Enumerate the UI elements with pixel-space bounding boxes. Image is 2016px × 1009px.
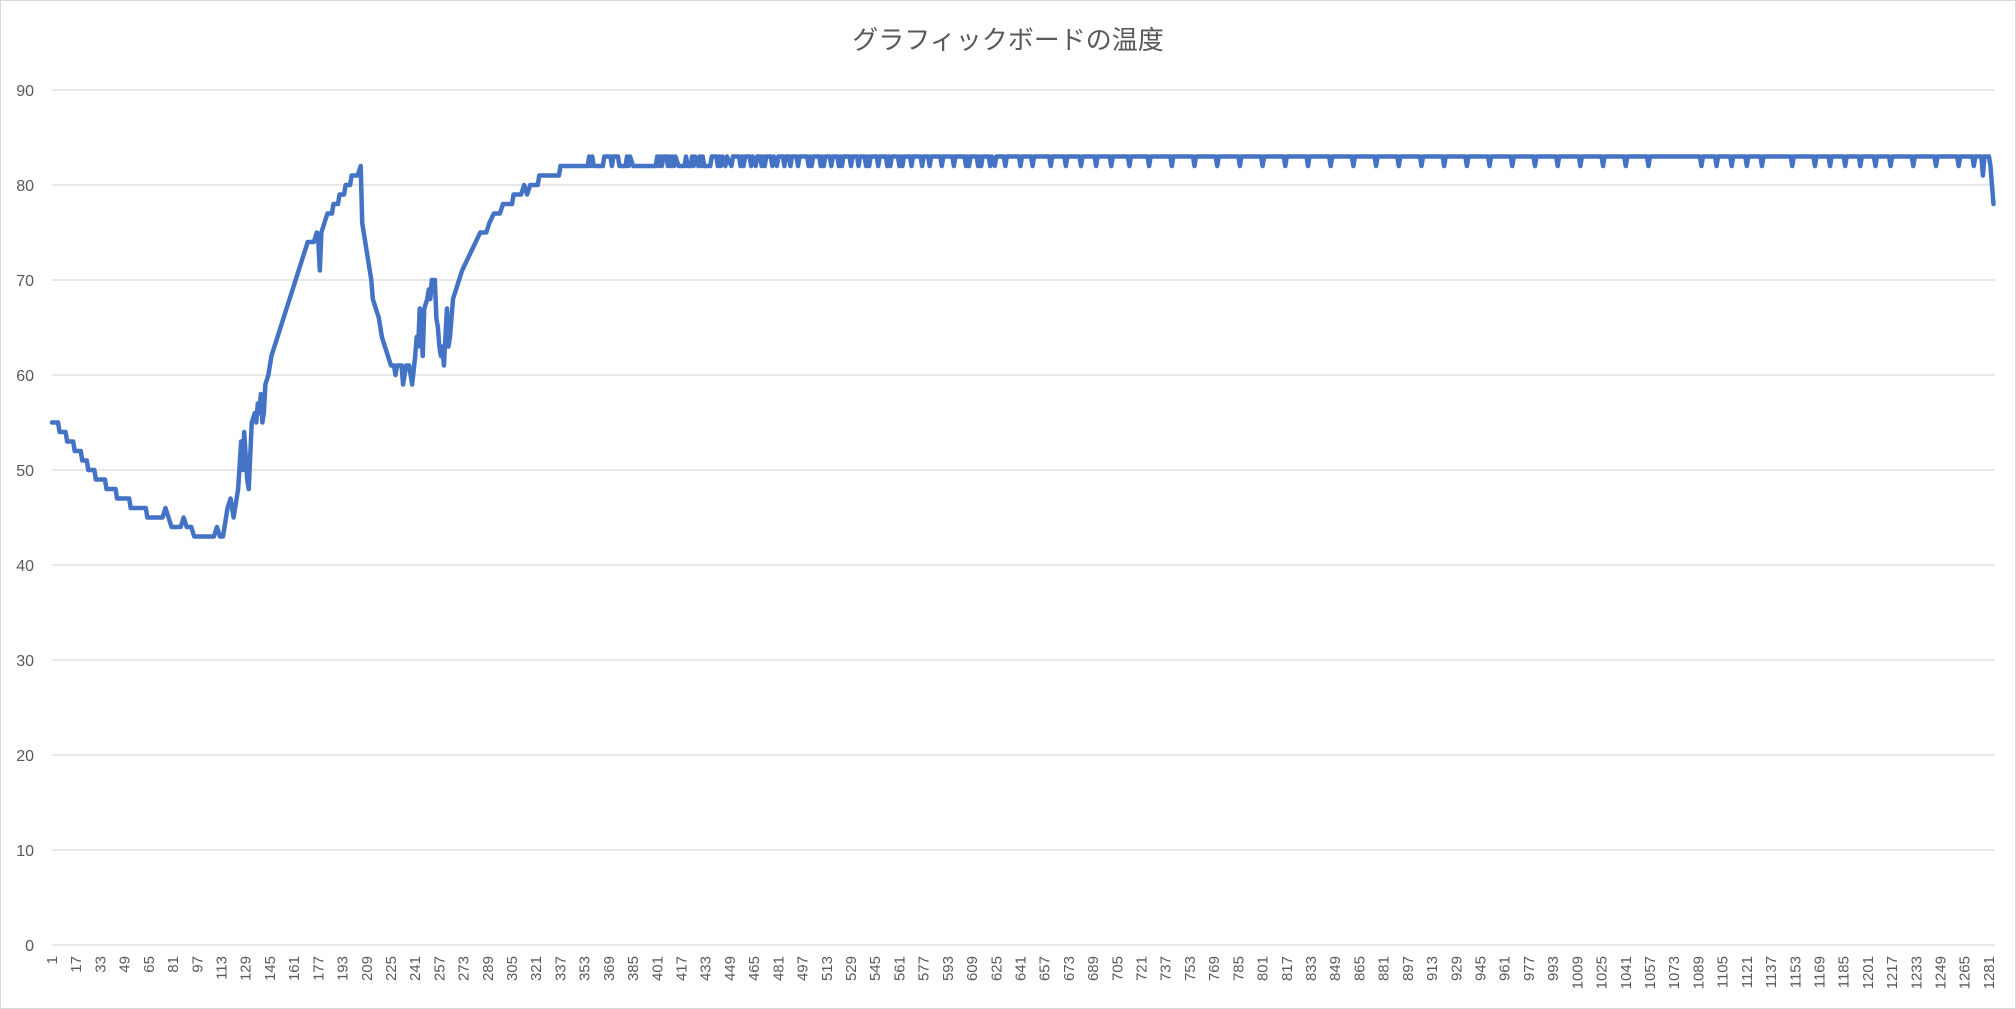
y-tick-label: 90	[16, 83, 34, 100]
x-tick-label: 961	[1497, 956, 1514, 981]
x-tick-label: 593	[940, 956, 957, 981]
x-tick-label: 289	[480, 956, 497, 981]
series-layer	[49, 154, 1996, 539]
x-tick-label: 449	[722, 956, 739, 981]
x-tick-label: 65	[141, 956, 158, 973]
x-tick-label: 817	[1279, 956, 1296, 981]
chart-title: グラフィックボードの温度	[852, 26, 1164, 56]
gridlines	[52, 89, 1995, 946]
x-tick-label: 1249	[1933, 956, 1950, 989]
x-tick-label: 193	[335, 956, 352, 981]
x-tick-label: 465	[746, 956, 763, 981]
x-tick-label: 737	[1158, 956, 1175, 981]
x-tick-label: 97	[189, 956, 206, 973]
x-tick-label: 1	[44, 956, 61, 964]
y-axis-ticks: 0 10 20 30 40 50 60 70 80 90	[16, 83, 34, 955]
x-tick-label: 1233	[1908, 956, 1925, 989]
x-tick-label: 161	[286, 956, 303, 981]
x-tick-label: 1105	[1715, 956, 1732, 988]
x-tick-label: 801	[1255, 956, 1272, 981]
x-tick-label: 481	[770, 956, 787, 981]
x-tick-label: 129	[238, 956, 255, 981]
x-tick-label: 545	[867, 956, 884, 981]
x-tick-label: 497	[795, 956, 812, 981]
x-tick-label: 1089	[1690, 956, 1707, 989]
x-tick-label: 513	[819, 956, 836, 981]
x-tick-label: 897	[1400, 956, 1417, 981]
x-tick-label: 689	[1085, 956, 1102, 981]
x-tick-label: 785	[1230, 956, 1247, 981]
x-tick-label: 577	[916, 956, 933, 981]
x-tick-label: 625	[988, 956, 1005, 981]
x-tick-label: 1121	[1739, 956, 1756, 988]
x-tick-label: 977	[1521, 956, 1538, 981]
x-tick-label: 865	[1351, 956, 1368, 981]
y-tick-label: 40	[16, 558, 34, 575]
x-tick-label: 113	[213, 956, 230, 980]
y-tick-label: 80	[16, 178, 34, 195]
x-tick-label: 337	[552, 956, 569, 981]
x-tick-label: 1217	[1884, 956, 1901, 989]
x-tick-label: 1169	[1811, 956, 1828, 988]
x-tick-label: 1153	[1787, 956, 1804, 988]
x-tick-label: 273	[456, 956, 473, 981]
x-tick-label: 81	[165, 956, 182, 973]
x-tick-label: 369	[601, 956, 618, 981]
x-tick-label: 1025	[1594, 956, 1611, 989]
y-tick-label: 70	[16, 273, 34, 290]
x-tick-label: 305	[504, 956, 521, 981]
x-tick-label: 321	[528, 956, 545, 981]
x-tick-label: 705	[1109, 956, 1126, 981]
y-tick-label: 20	[16, 748, 34, 765]
x-tick-label: 209	[359, 956, 376, 981]
x-tick-label: 993	[1545, 956, 1562, 981]
x-tick-label: 849	[1327, 956, 1344, 981]
x-tick-label: 225	[383, 956, 400, 981]
x-axis-ticks: 1 17 33 49 65 81 97 113 129 145 161 177 193 209 225 241…	[44, 956, 1998, 989]
x-tick-label: 1073	[1666, 956, 1683, 989]
x-tick-label: 913	[1424, 956, 1441, 981]
y-tick-label: 0	[25, 938, 34, 955]
x-tick-label: 529	[843, 956, 860, 981]
x-tick-label: 881	[1376, 956, 1393, 981]
y-tick-label: 50	[16, 463, 34, 480]
x-tick-label: 945	[1472, 956, 1489, 981]
x-tick-label: 33	[92, 956, 109, 973]
x-tick-label: 1009	[1569, 956, 1586, 989]
x-tick-label: 673	[1061, 956, 1078, 981]
y-tick-label: 60	[16, 368, 34, 385]
x-tick-label: 385	[625, 956, 642, 981]
x-tick-label: 401	[649, 956, 666, 981]
y-tick-label: 10	[16, 843, 34, 860]
x-tick-label: 1041	[1618, 956, 1635, 989]
x-tick-label: 257	[431, 956, 448, 981]
x-tick-label: 753	[1182, 956, 1199, 981]
x-tick-label: 929	[1448, 956, 1465, 981]
x-tick-label: 49	[117, 956, 134, 973]
series-line	[49, 154, 1996, 539]
x-tick-label: 433	[698, 956, 715, 981]
x-tick-label: 145	[262, 956, 279, 981]
x-tick-label: 641	[1012, 956, 1029, 981]
x-tick-label: 1265	[1957, 956, 1974, 989]
x-tick-label: 1185	[1836, 956, 1853, 988]
x-tick-label: 657	[1037, 956, 1054, 981]
y-tick-label: 30	[16, 653, 34, 670]
x-tick-label: 721	[1134, 956, 1151, 981]
x-tick-label: 17	[68, 956, 85, 973]
x-tick-label: 769	[1206, 956, 1223, 981]
x-tick-label: 561	[891, 956, 908, 981]
x-tick-label: 833	[1303, 956, 1320, 981]
x-tick-label: 177	[310, 956, 327, 981]
x-tick-label: 1137	[1763, 956, 1780, 988]
x-tick-label: 1057	[1642, 956, 1659, 989]
x-tick-label: 417	[674, 956, 691, 981]
x-tick-label: 241	[407, 956, 424, 981]
x-tick-label: 353	[577, 956, 594, 981]
x-tick-label: 1201	[1860, 956, 1877, 989]
x-tick-label: 1281	[1981, 956, 1998, 989]
x-tick-label: 609	[964, 956, 981, 981]
